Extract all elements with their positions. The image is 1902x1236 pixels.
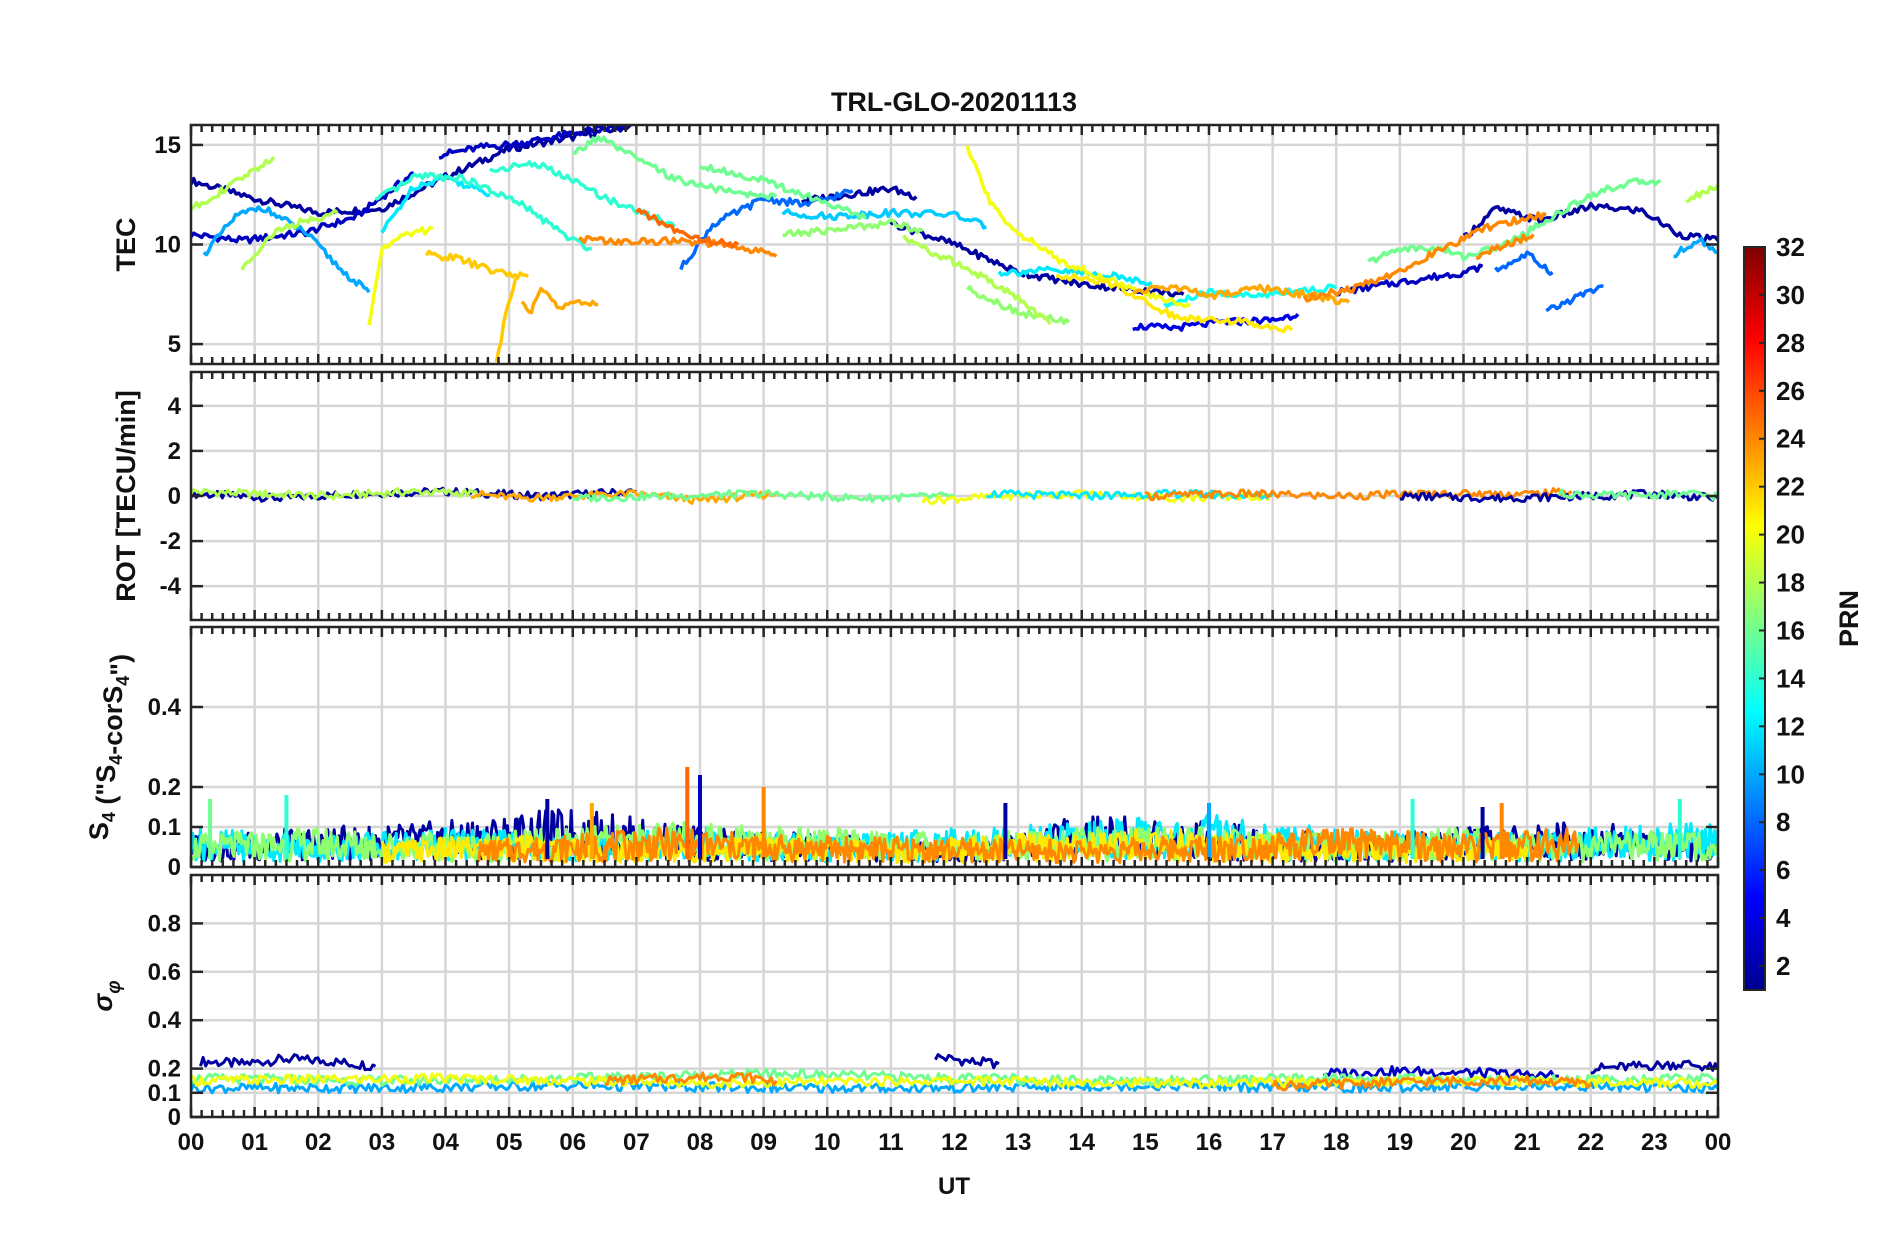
series-line-prn-10 bbox=[1674, 239, 1719, 257]
y-tick-label-s4: 0 bbox=[168, 854, 181, 881]
panel-tec: 5 10 15 TEC bbox=[111, 123, 1718, 365]
x-tick-label: 20 bbox=[1450, 1129, 1477, 1156]
y-tick-label-rot: -4 bbox=[160, 573, 182, 600]
y-tick-label-s4: 0.4 bbox=[148, 694, 182, 721]
series-line-prn-2 bbox=[935, 1055, 999, 1068]
panel-s4: 0 0.1 0.2 0.4 S4 ("S4-corS4") bbox=[84, 627, 1718, 881]
colorbar-gradient bbox=[1744, 247, 1765, 990]
x-tick-label: 17 bbox=[1259, 1129, 1286, 1156]
y-tick-label-sigma_phi: 0.2 bbox=[148, 1056, 181, 1083]
y-axis-label-rot: ROT [TECU/min] bbox=[111, 390, 141, 601]
colorbar-tick-label: 12 bbox=[1776, 711, 1805, 741]
series-line-prn-8 bbox=[1495, 252, 1552, 274]
series-line-prn-16 bbox=[573, 137, 777, 199]
series-line-prn-20 bbox=[369, 228, 433, 325]
x-tick-label: 02 bbox=[305, 1129, 332, 1156]
x-tick-labels: 00 01 02 03 04 05 06 07 08 09 10 11 12 13 14 15 16 17 18 19… bbox=[178, 1129, 1732, 1156]
colorbar-tick-label: 4 bbox=[1776, 903, 1791, 933]
colorbar-tick-label: 28 bbox=[1776, 328, 1805, 358]
x-tick-label: 23 bbox=[1641, 1129, 1668, 1156]
y-axis-label-tec: TEC bbox=[111, 218, 141, 272]
x-tick-label: 06 bbox=[559, 1129, 586, 1156]
y-tick-label-tec: 5 bbox=[168, 331, 181, 358]
colorbar-tick-label: 14 bbox=[1776, 663, 1805, 693]
x-tick-label: 15 bbox=[1132, 1129, 1159, 1156]
series-line-prn-3 bbox=[1336, 265, 1482, 295]
panel-sigma_phi: 00.10.2 0.4 0.6 0.8 σφ bbox=[88, 875, 1718, 1131]
x-tick-label: 10 bbox=[814, 1129, 841, 1156]
series-line-prn-18 bbox=[1686, 185, 1718, 202]
y-tick-label-s4: 0.2 bbox=[148, 774, 181, 801]
colorbar-tick-label: 16 bbox=[1776, 615, 1805, 645]
colorbar-tick-label: 10 bbox=[1776, 759, 1805, 789]
series-line-prn-2 bbox=[891, 221, 1184, 296]
colorbar-tick-label: 32 bbox=[1776, 232, 1805, 262]
series-line-prn-14 bbox=[376, 173, 592, 249]
x-axis-label: UT bbox=[938, 1173, 970, 1200]
y-tick-label-s4: 0.1 bbox=[148, 814, 181, 841]
x-tick-label: 03 bbox=[369, 1129, 396, 1156]
x-tick-label: 11 bbox=[878, 1129, 903, 1156]
colorbar-tick-label: 18 bbox=[1776, 568, 1805, 598]
y-tick-label-rot: 0 bbox=[168, 483, 181, 510]
y-tick-label-sigma_phi: 0.8 bbox=[148, 910, 181, 937]
x-tick-label: 00 bbox=[1705, 1129, 1732, 1156]
y-tick-label-rot: 2 bbox=[168, 438, 181, 465]
y-tick-label-tec: 15 bbox=[154, 132, 181, 159]
series-line-prn-22 bbox=[496, 278, 515, 362]
y-tick-label-rot: 4 bbox=[168, 393, 182, 420]
y-tick-label-sigma_phi: 0.1 bbox=[148, 1080, 181, 1107]
colorbar-tick-label: 24 bbox=[1776, 424, 1805, 454]
y-tick-label-sigma_phi: 0.6 bbox=[148, 959, 181, 986]
series-line-prn-24 bbox=[579, 237, 776, 257]
x-tick-label: 05 bbox=[496, 1129, 523, 1156]
y-tick-label-rot: -2 bbox=[160, 528, 181, 555]
colorbar-tick-label: 8 bbox=[1776, 807, 1790, 837]
colorbar-tick-label: 22 bbox=[1776, 472, 1805, 502]
x-tick-label: 18 bbox=[1323, 1129, 1350, 1156]
figure: TRL-GLO-20201113 51015TEC-4-2024ROT [TEC… bbox=[0, 0, 1902, 1236]
y-axis-label-s4: S4 ("S4-corS4") bbox=[84, 654, 135, 840]
colorbar-tick-label: 20 bbox=[1776, 520, 1805, 550]
colorbar-tick-label: 30 bbox=[1776, 280, 1805, 310]
x-tick-label: 16 bbox=[1196, 1129, 1223, 1156]
x-tick-label: 22 bbox=[1577, 1129, 1604, 1156]
x-tick-label: 19 bbox=[1387, 1129, 1414, 1156]
x-tick-label: 00 bbox=[178, 1129, 205, 1156]
series-line-prn-17 bbox=[783, 220, 923, 236]
series-line-prn-23 bbox=[522, 289, 598, 313]
x-tick-label: 14 bbox=[1068, 1129, 1095, 1156]
x-tick-label: 12 bbox=[941, 1129, 968, 1156]
colorbar-tick-label: 2 bbox=[1776, 951, 1790, 981]
x-tick-label: 01 bbox=[241, 1129, 268, 1156]
y-tick-label-sigma_phi: 0.4 bbox=[148, 1007, 182, 1034]
colorbar-label: PRN bbox=[1834, 590, 1864, 647]
x-tick-label: 04 bbox=[432, 1129, 459, 1156]
x-tick-label: 09 bbox=[750, 1129, 777, 1156]
y-axis-label-sigma_phi: σφ bbox=[88, 980, 125, 1011]
x-tick-label: 13 bbox=[1005, 1129, 1032, 1156]
x-tick-label: 08 bbox=[687, 1129, 714, 1156]
y-tick-label-tec: 10 bbox=[154, 232, 181, 259]
series-line-prn-8 bbox=[1546, 286, 1603, 311]
series-line-prn-22 bbox=[426, 251, 528, 278]
x-tick-label: 21 bbox=[1514, 1129, 1541, 1156]
x-tick-label: 07 bbox=[623, 1129, 650, 1156]
colorbar-tick-label: 26 bbox=[1776, 376, 1805, 406]
colorbar-tick-label: 6 bbox=[1776, 855, 1790, 885]
chart-title: TRL-GLO-20201113 bbox=[831, 87, 1077, 117]
y-tick-label-sigma_phi: 0 bbox=[168, 1104, 181, 1131]
panel-rot: -4 -2 0 2 4 ROT [TECU/min] bbox=[111, 372, 1718, 620]
